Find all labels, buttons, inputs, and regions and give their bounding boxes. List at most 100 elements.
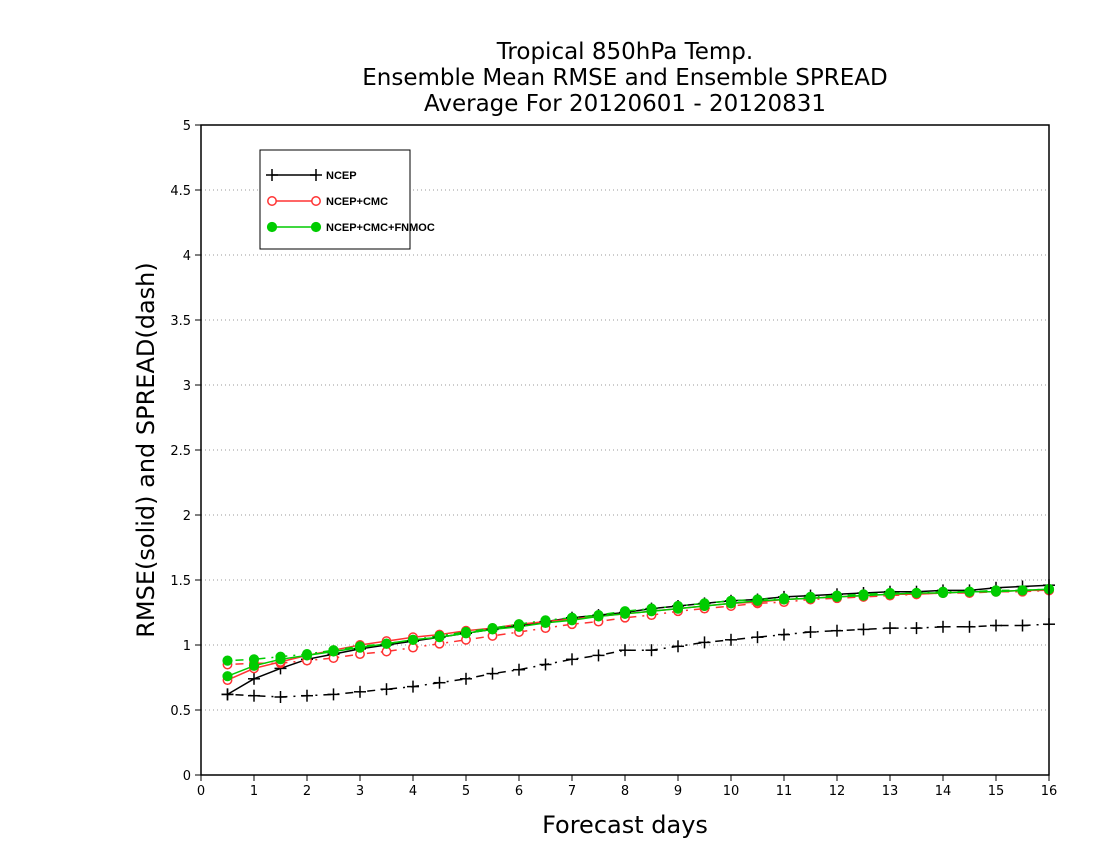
rmse-point [964,586,975,597]
title-line-2: Ensemble Mean RMSE and Ensemble SPREAD [362,65,887,91]
y-tick-label: 2 [183,509,191,524]
rmse-point [778,594,790,605]
rmse-point [990,586,1002,597]
rmse-point [593,611,604,622]
spread-point [619,644,631,657]
legend-label: NCEP+CMC [326,196,388,208]
x-tick-label: 14 [935,784,952,799]
spread-point [407,680,419,693]
legend-marker [310,169,322,181]
rmse-point [937,587,949,599]
series-markers-2 [222,584,1055,682]
spread-point [725,633,737,646]
rmse-point [884,589,896,600]
spread-point [778,628,790,641]
x-tick-label: 6 [515,784,523,799]
spread-point [380,683,393,696]
rmse-point [354,642,366,653]
y-tick-label: 3 [183,379,191,394]
rmse-point [699,600,710,612]
series-markers-1 [222,585,1054,686]
series-1 [227,589,1050,681]
x-tick-label: 10 [723,784,740,799]
rmse-point [752,595,763,606]
rmse-point [619,608,631,619]
x-tick-label: 2 [303,784,311,799]
spread-point [301,689,313,702]
spread-point [486,667,499,680]
series-2 [227,588,1050,677]
spread-point [751,631,764,644]
x-tick-label: 1 [250,784,258,799]
rmse-point [646,606,657,617]
y-tick-label: 3.5 [170,314,191,329]
x-axis-title: Forecast days [542,811,708,839]
spread-point [831,624,843,637]
x-tick-label: 5 [462,784,470,799]
spread-point [990,619,1002,632]
rmse-point [858,590,869,601]
y-tick-label: 0 [183,769,191,784]
y-tick-label: 0.5 [170,704,191,719]
rmse-point [911,587,922,599]
spread-line [227,588,1050,662]
legend-item: NCEP+CMC [267,196,388,208]
spread-point [1016,619,1029,632]
y-tick-label: 5 [183,119,191,134]
rmse-point [805,593,816,604]
gridlines [201,189,1049,711]
rmse-line [227,584,1050,696]
x-tick-label: 0 [197,784,205,799]
x-tick-label: 13 [882,784,899,799]
legend-item: NCEP+CMC+FNMOC [266,221,435,234]
spread-point [937,620,949,633]
y-tick-label: 4 [183,249,191,264]
x-axis: 0 1 2 3 4 5 6 7 8 9 10 11 12 13 14 15 16 [197,775,1057,799]
spread-point [460,672,472,685]
spread-point [354,685,366,698]
spread-point [645,644,658,657]
x-tick-label: 7 [568,784,576,799]
legend-label: NCEP+CMC+FNMOC [326,222,435,234]
x-tick-label: 3 [356,784,364,799]
y-tick-label: 4.5 [170,184,191,199]
rmse-point [407,634,419,645]
spread-point [592,649,605,662]
y-tick-label: 1.5 [170,574,191,589]
spread-point [513,663,525,676]
spread-point [857,623,870,636]
rmse-point [248,672,260,685]
spread-point [804,626,817,638]
legend-marker [310,221,322,233]
rmse-point [487,624,498,635]
x-tick-label: 9 [674,784,682,799]
x-tick-label: 4 [409,784,417,799]
spread-point [672,640,684,653]
y-axis-title: RMSE(solid) and SPREAD(dash) [132,262,160,638]
series-layer [221,579,1055,703]
rmse-point [222,671,233,682]
series-markers-0 [221,579,1055,703]
legend-marker [311,196,321,206]
legend: NCEP NCEP+CMC NCEP+CMC+FNMOC [259,149,435,250]
y-tick-label: 2.5 [170,444,191,459]
rmse-point [275,654,286,665]
rmse-point [221,688,234,701]
rmse-point [540,617,551,629]
spread-point [222,655,233,666]
rmse-point [248,660,260,671]
rmse-point [566,615,578,626]
rmse-point [513,621,525,632]
x-tick-label: 11 [776,784,793,799]
title-line-3: Average For 20120601 - 20120831 [424,91,826,117]
x-tick-label: 12 [829,784,846,799]
x-tick-label: 8 [621,784,629,799]
rmse-point [301,650,313,661]
rmse-point [672,603,684,614]
spread-point [248,689,260,702]
x-tick-label: 15 [988,784,1005,799]
x-tick-label: 16 [1041,784,1058,799]
y-axis: 0 0.5 1 1.5 2 2.5 3 3.5 4 4.5 5 [170,119,201,784]
rmse-line [227,589,1049,681]
